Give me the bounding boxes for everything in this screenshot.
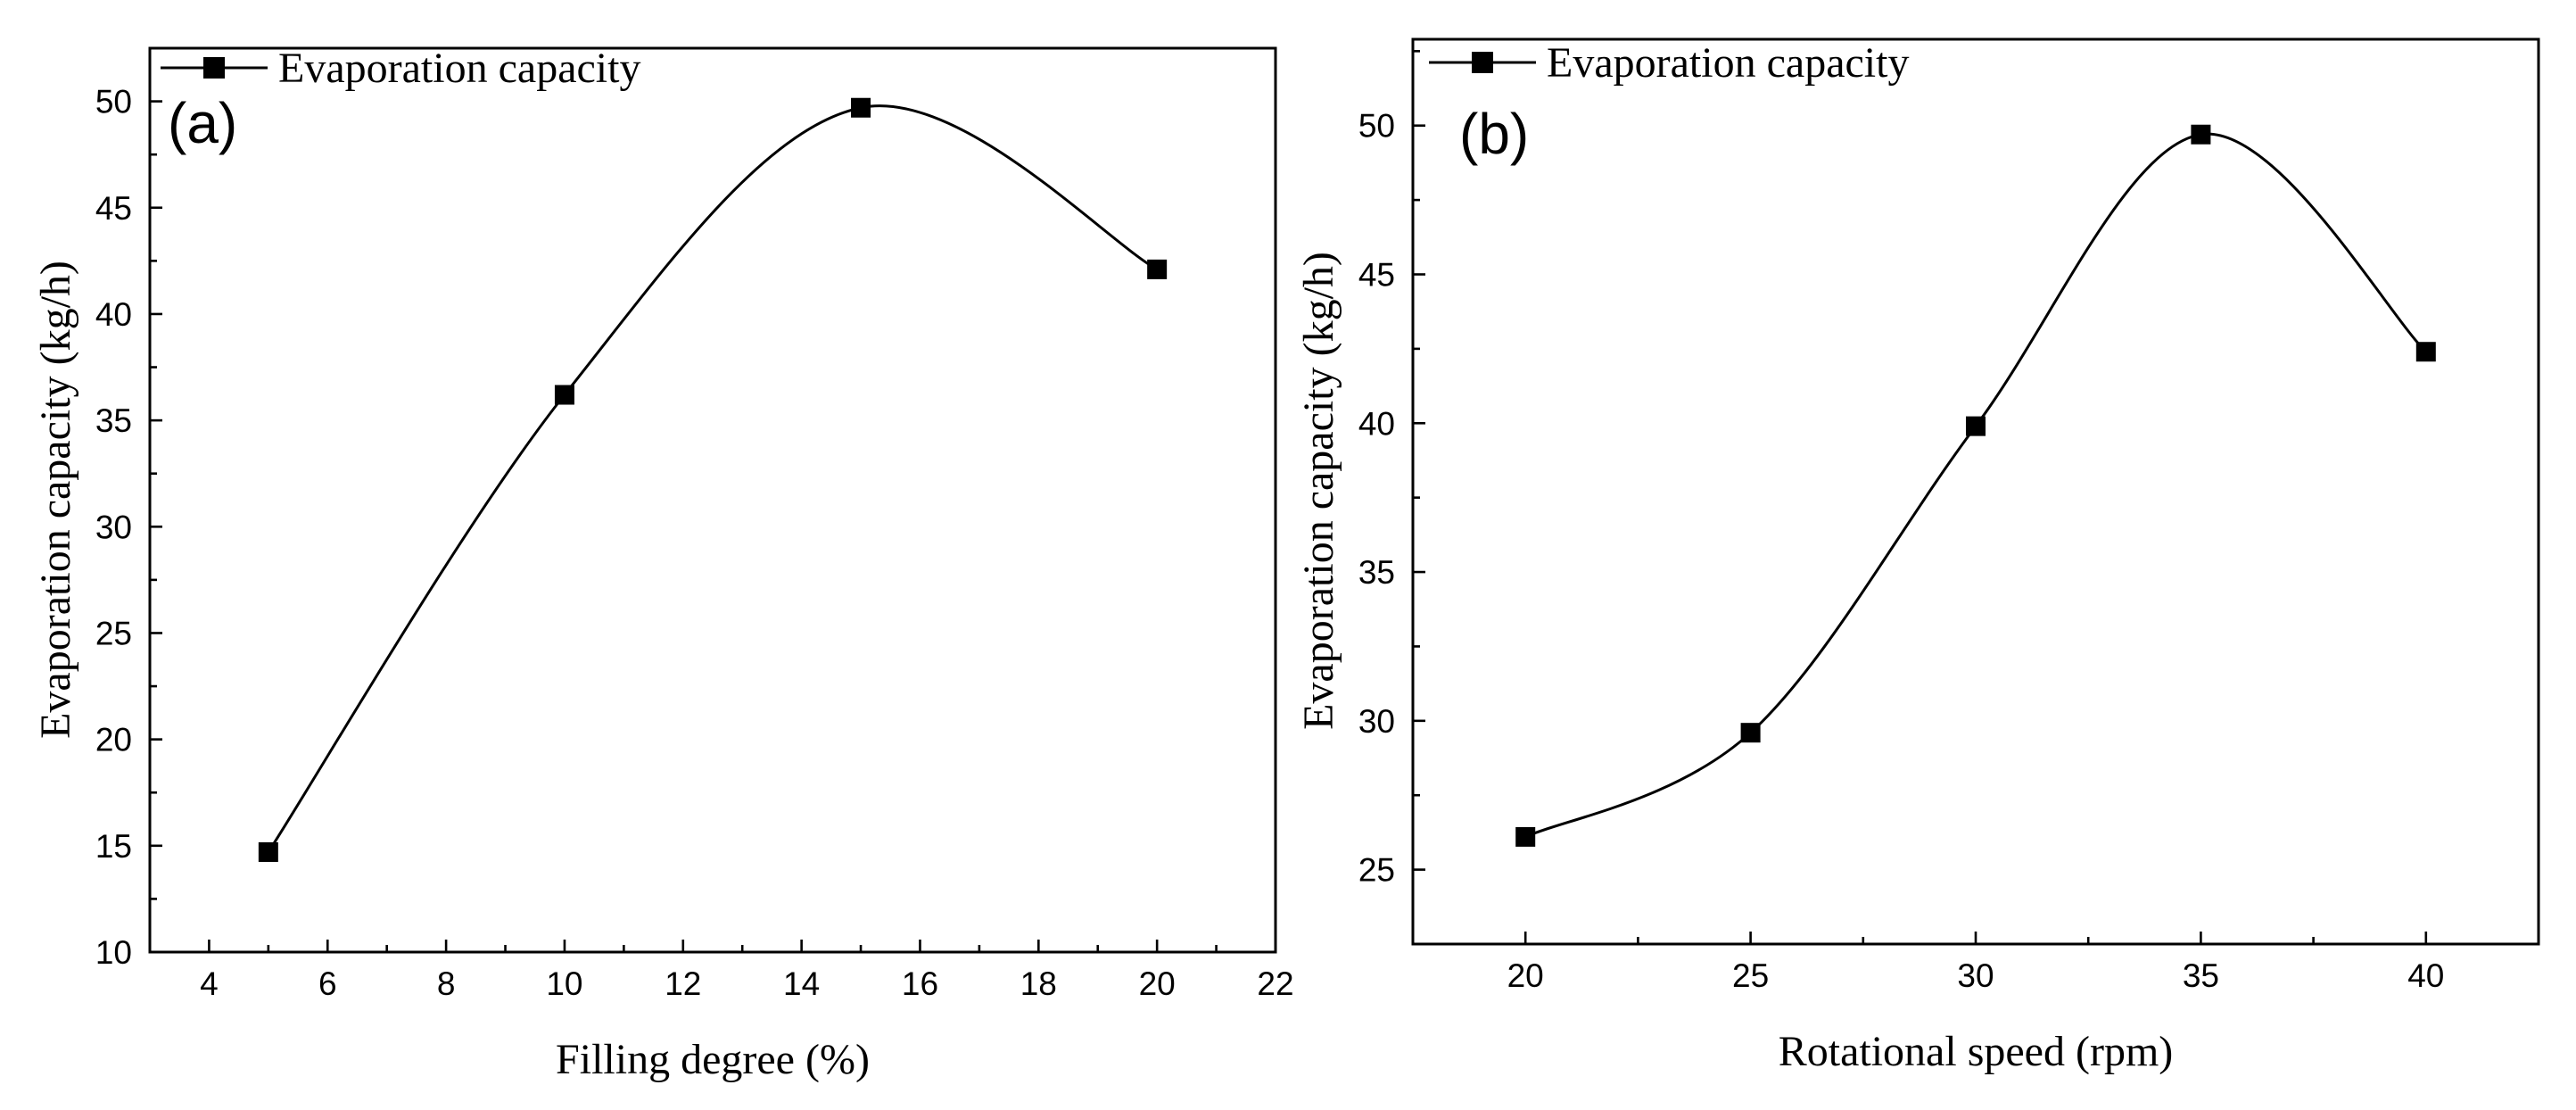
y-tick-label-a: 25 bbox=[95, 615, 132, 651]
x-tick-label-b: 20 bbox=[1507, 957, 1544, 994]
y-tick-label-b: 45 bbox=[1358, 257, 1395, 294]
y-tick-label-a: 45 bbox=[95, 190, 132, 227]
x-tick-label-b: 25 bbox=[1732, 957, 1769, 994]
y-tick-label-b: 25 bbox=[1358, 852, 1395, 889]
y-tick-label-b: 50 bbox=[1358, 108, 1395, 145]
x-tick-label-a: 20 bbox=[1139, 965, 1176, 1002]
data-point-b bbox=[1515, 826, 1536, 847]
panel-label-b: (b) bbox=[1459, 102, 1529, 166]
tick-group-a: 4 6 8 10 12 14 16 18 20 22 10 15 20 25 30 35 40 45 50 bbox=[95, 84, 1294, 1002]
y-axis-label-a: Evaporation capacity (kg/h) bbox=[32, 261, 79, 739]
y-tick-label-a: 30 bbox=[95, 509, 132, 545]
y-tick-label-a: 40 bbox=[95, 296, 132, 333]
legend-marker-b bbox=[1472, 52, 1493, 73]
x-tick-label-a: 16 bbox=[902, 965, 938, 1002]
x-tick-label-a: 14 bbox=[783, 965, 820, 1002]
y-axis-label-b: Evaporation capacity (kg/h) bbox=[1295, 252, 1342, 730]
data-point-b bbox=[2415, 342, 2436, 362]
y-tick-label-b: 30 bbox=[1358, 703, 1395, 740]
x-axis-label-a: Filling degree (%) bbox=[556, 1036, 870, 1083]
y-tick-label-a: 10 bbox=[95, 934, 132, 971]
data-point-b bbox=[1966, 416, 1986, 436]
panel-label-a: (a) bbox=[168, 91, 237, 155]
legend-label-a: Evaporation capacity bbox=[278, 45, 640, 92]
legend-label-b: Evaporation capacity bbox=[1547, 39, 1909, 87]
x-tick-label-a: 12 bbox=[665, 965, 701, 1002]
x-tick-label-a: 4 bbox=[200, 965, 219, 1002]
data-point-a bbox=[554, 385, 574, 405]
y-tick-label-a: 20 bbox=[95, 722, 132, 758]
y-tick-label-b: 40 bbox=[1358, 405, 1395, 442]
y-tick-label-a: 15 bbox=[95, 828, 132, 865]
tick-group-b: 20 25 30 35 40 25 30 35 40 45 50 bbox=[1358, 50, 2444, 994]
series-line-b bbox=[1524, 132, 2427, 839]
x-tick-label-a: 6 bbox=[318, 965, 337, 1002]
x-tick-label-b: 30 bbox=[1957, 957, 1994, 994]
chart-panel-b: 20 25 30 35 40 25 30 35 40 45 50 (b) Evaporation c… bbox=[1295, 37, 2540, 1075]
y-tick-label-b: 35 bbox=[1358, 554, 1395, 591]
marker-group-a bbox=[258, 97, 1168, 862]
x-axis-label-b: Rotational speed (rpm) bbox=[1779, 1028, 2174, 1075]
data-point-b bbox=[2191, 124, 2211, 145]
legend-b: Evaporation capacity bbox=[1429, 39, 1909, 87]
plot-frame-b bbox=[1411, 37, 2540, 946]
x-tick-label-a: 18 bbox=[1020, 965, 1057, 1002]
x-tick-label-b: 40 bbox=[2407, 957, 2444, 994]
data-point-a bbox=[851, 97, 871, 118]
y-tick-label-a: 35 bbox=[95, 402, 132, 439]
legend-a: Evaporation capacity bbox=[161, 45, 640, 92]
plot-frame-a bbox=[148, 46, 1277, 954]
marker-group-b bbox=[1515, 124, 2436, 847]
x-tick-label-a: 22 bbox=[1257, 965, 1293, 1002]
data-point-b bbox=[1740, 723, 1761, 743]
x-tick-label-a: 8 bbox=[437, 965, 456, 1002]
y-tick-label-a: 50 bbox=[95, 84, 132, 120]
data-point-a bbox=[258, 841, 278, 862]
x-tick-label-a: 10 bbox=[546, 965, 582, 1002]
series-line-a bbox=[267, 104, 1158, 853]
data-point-a bbox=[1147, 259, 1168, 279]
x-tick-label-b: 35 bbox=[2183, 957, 2219, 994]
legend-marker-a bbox=[203, 57, 225, 79]
